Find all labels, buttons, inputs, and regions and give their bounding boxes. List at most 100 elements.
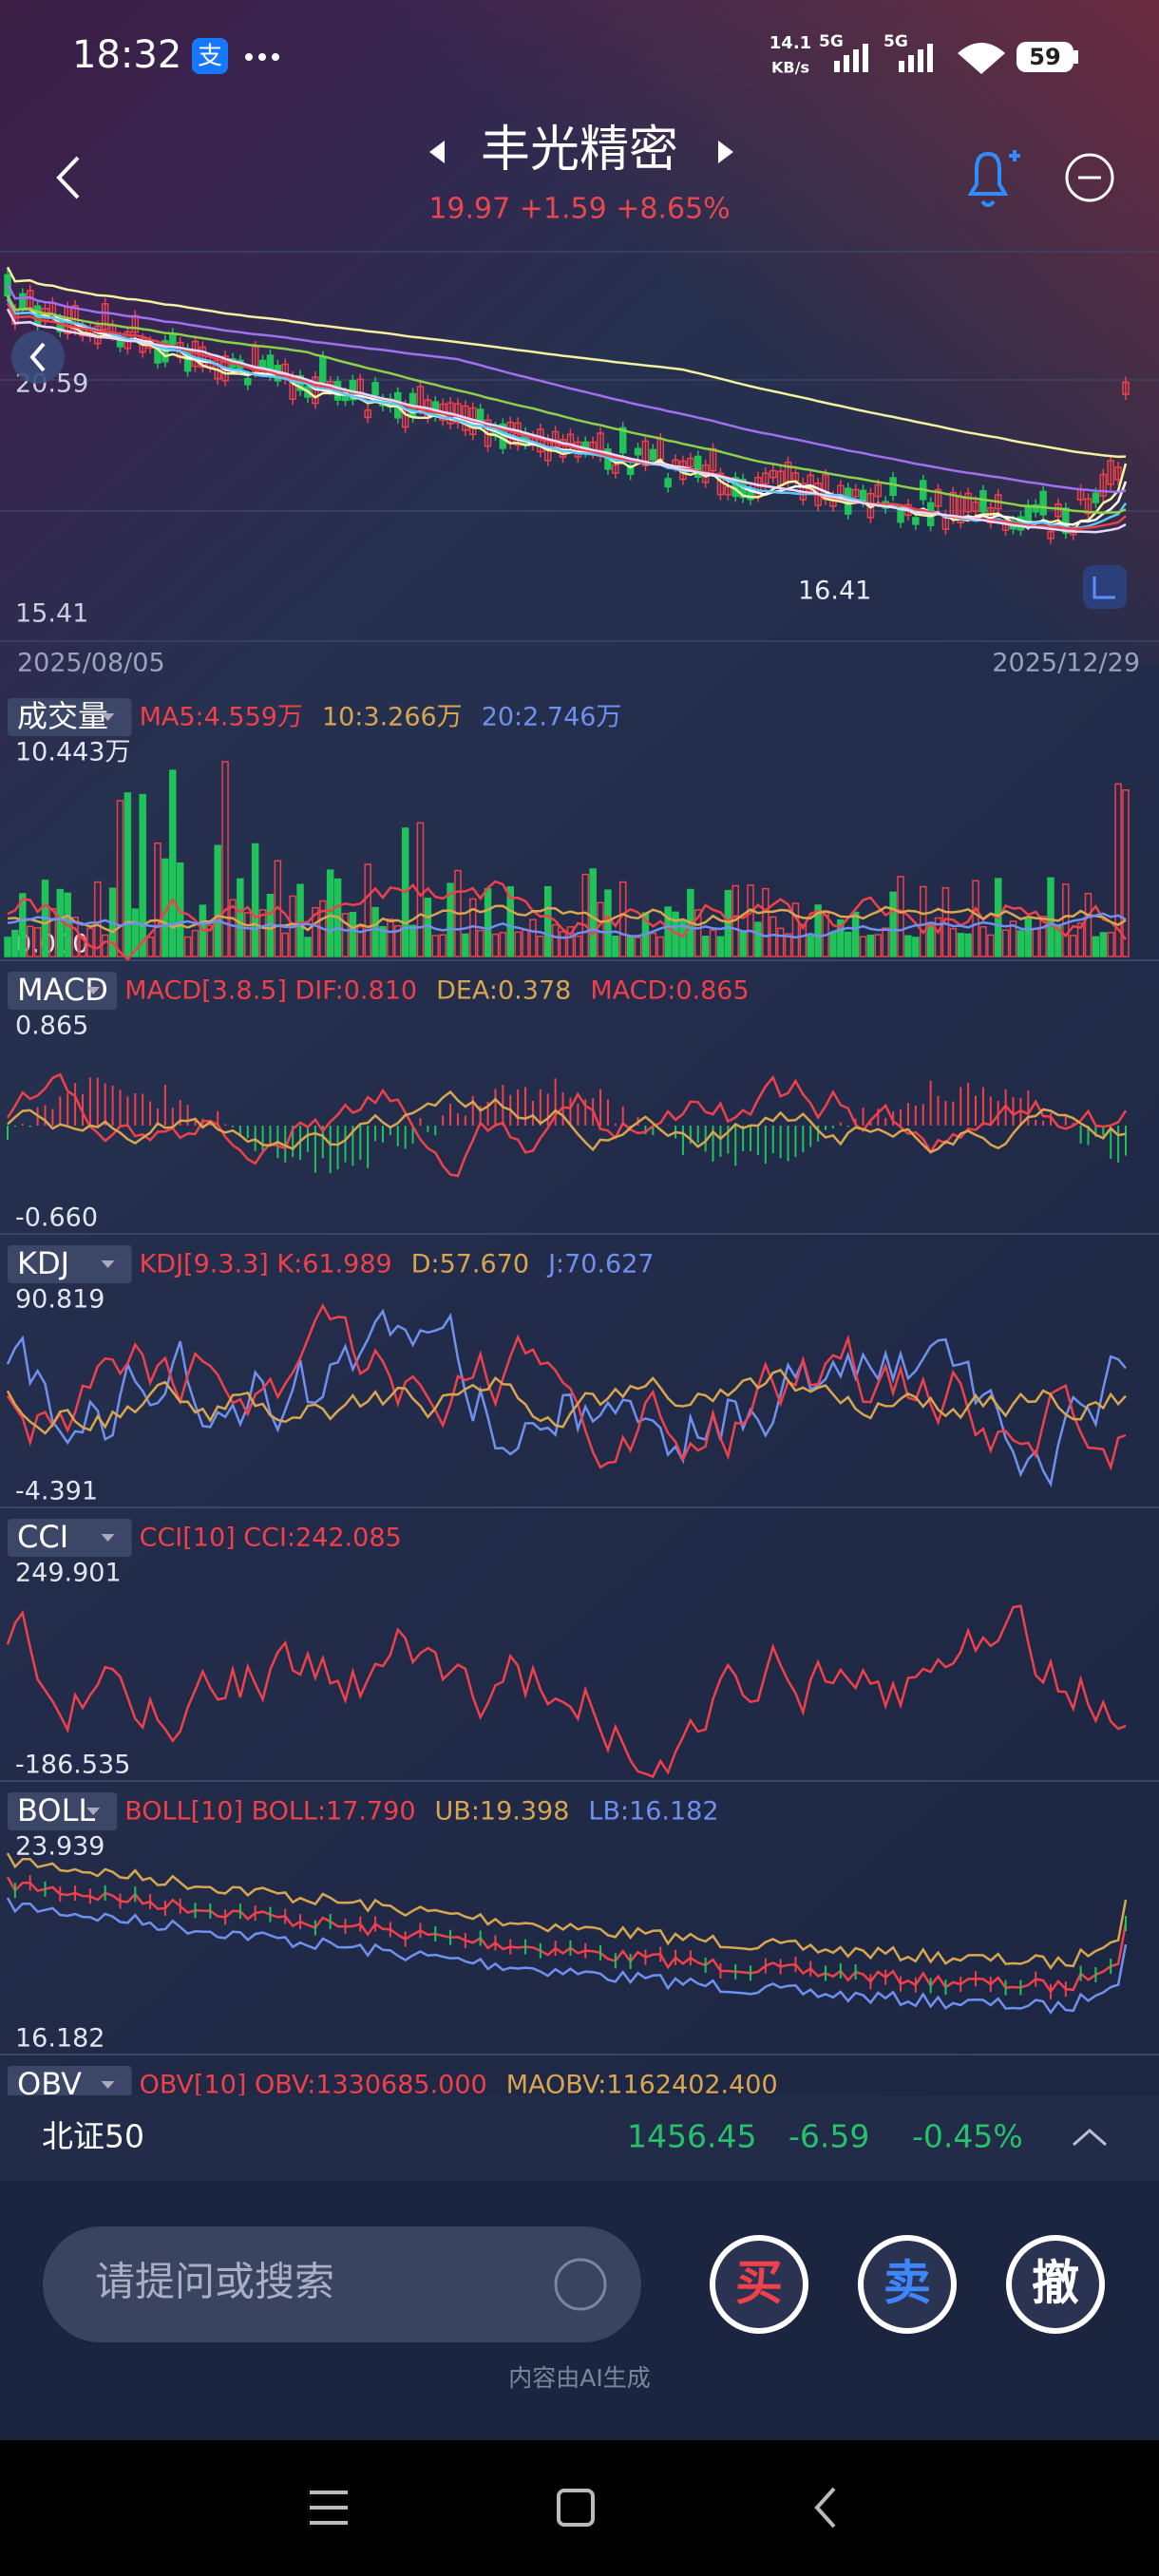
- candle: [912, 517, 920, 525]
- index-percent: -0.45%: [912, 2118, 1023, 2155]
- candle: [199, 346, 207, 369]
- indicator-panel: MACD MACD[3.8.5] DIF:0.810 DEA:0.378 MACD:0…: [0, 972, 1159, 1235]
- expand-index[interactable]: [1073, 2128, 1107, 2147]
- indicator-selector[interactable]: [8, 1792, 118, 1830]
- indicator-selector[interactable]: [8, 2066, 132, 2104]
- sell-label: 卖: [884, 2256, 931, 2311]
- indicator-name: BOLL: [17, 1792, 95, 1828]
- candle: [1099, 473, 1108, 497]
- indicator-panel: CCI CCI[10] CCI:242.085 249.901 -186.535: [0, 1519, 1159, 1782]
- start-date: 2025/08/05: [17, 649, 165, 678]
- indicator-param: MAOBV:1162402.400: [506, 2071, 778, 2100]
- expand-button[interactable]: [1083, 565, 1127, 609]
- indicator-name: OBV: [17, 2066, 82, 2102]
- volume-bar: [364, 863, 371, 957]
- volume-bar: [258, 909, 267, 957]
- wifi-icon: [958, 43, 1005, 74]
- volume-bar: [634, 937, 642, 957]
- volume-bar: [341, 913, 350, 957]
- volume-bar: [281, 932, 290, 957]
- collapse-button[interactable]: [11, 331, 65, 384]
- nav-home[interactable]: [557, 2489, 595, 2527]
- alert-button[interactable]: [967, 150, 1020, 207]
- volume-bar: [48, 907, 57, 957]
- candle: [371, 382, 379, 396]
- volume-bar: [851, 911, 860, 957]
- indicator-panels: 成交量 MA5:4.559万 10:3.266万 20:2.746万 10.443万 0.…: [0, 698, 1159, 2104]
- battery-icon: [1016, 42, 1074, 72]
- voice-button[interactable]: [554, 2258, 607, 2311]
- network-1: 5G: [819, 32, 844, 51]
- volume-bar: [408, 924, 417, 957]
- volume-bar: [124, 792, 132, 957]
- volume-bar: [139, 793, 146, 957]
- ai-note: 内容由AI生成: [508, 2364, 650, 2392]
- signal-1: [834, 44, 868, 72]
- candle: [1032, 503, 1039, 513]
- panel-max-label: 10.443万: [15, 738, 130, 767]
- volume-bar: [544, 885, 552, 957]
- background-glow: [0, 0, 1159, 665]
- next-stock[interactable]: [718, 141, 733, 163]
- candle: [889, 477, 897, 497]
- volume-bar: [1076, 922, 1085, 957]
- panel-min-label: 16.182: [15, 2024, 104, 2054]
- signal-2: [899, 44, 933, 72]
- volume-bar: [251, 843, 259, 957]
- indicator-param: MACD:0.865: [590, 976, 749, 1006]
- indicator-selector[interactable]: [8, 972, 118, 1010]
- indicator-name: CCI: [17, 1519, 68, 1555]
- decor-line: [6, 1072, 1128, 1178]
- indicator-name: 成交量: [17, 698, 108, 734]
- candle: [1114, 466, 1122, 481]
- indicator-param: J:70.627: [546, 1250, 655, 1279]
- volume-bar: [356, 925, 365, 957]
- search-box[interactable]: [43, 2226, 641, 2342]
- volume-bar: [169, 769, 177, 957]
- volume-bar: [701, 936, 710, 957]
- volume-bar: [972, 880, 979, 957]
- volume-bar: [214, 844, 221, 957]
- nav-menu[interactable]: [310, 2491, 348, 2525]
- sell-button[interactable]: [858, 2235, 957, 2334]
- cancel-button[interactable]: [1006, 2235, 1105, 2334]
- indicator-selector[interactable]: [8, 698, 132, 736]
- candle: [964, 492, 972, 513]
- volume-bar: [304, 937, 312, 957]
- battery-level: 59: [1029, 44, 1060, 70]
- candle: [649, 448, 657, 461]
- volume-bar: [56, 888, 65, 957]
- nav-back[interactable]: [814, 2487, 836, 2529]
- volume-bar: [919, 885, 927, 957]
- volume-bar: [754, 921, 762, 957]
- candle: [1039, 490, 1047, 516]
- remove-button[interactable]: [1065, 153, 1114, 202]
- volume-bar: [866, 934, 875, 957]
- decor-line: [6, 1308, 1127, 1487]
- volume-bar: [1024, 918, 1033, 957]
- end-date: 2025/12/29: [992, 649, 1140, 678]
- volume-bar: [649, 932, 657, 957]
- volume-bar: [206, 924, 215, 957]
- volume-bar: [889, 891, 897, 957]
- back-button[interactable]: [56, 156, 80, 199]
- volume-bar: [664, 906, 672, 957]
- volume-bar: [1069, 935, 1077, 957]
- indicator-param: LB:16.182: [588, 1797, 718, 1827]
- volume-bar: [859, 936, 867, 957]
- buy-label: 买: [735, 2256, 783, 2311]
- volume-bar: [131, 908, 140, 957]
- volume-bar: [807, 935, 814, 957]
- selector-arrow: [101, 2081, 115, 2089]
- buy-button[interactable]: [710, 2235, 808, 2334]
- volume-bar: [491, 933, 500, 957]
- index-bar[interactable]: [0, 2095, 1159, 2181]
- price-lower-label: 15.41: [15, 599, 88, 629]
- candle: [364, 409, 371, 419]
- indicator-selector[interactable]: [8, 1245, 132, 1283]
- prev-stock[interactable]: [429, 141, 445, 163]
- volume-bar: [506, 886, 515, 957]
- volume-bar: [739, 931, 747, 957]
- indicator-selector[interactable]: [8, 1519, 132, 1557]
